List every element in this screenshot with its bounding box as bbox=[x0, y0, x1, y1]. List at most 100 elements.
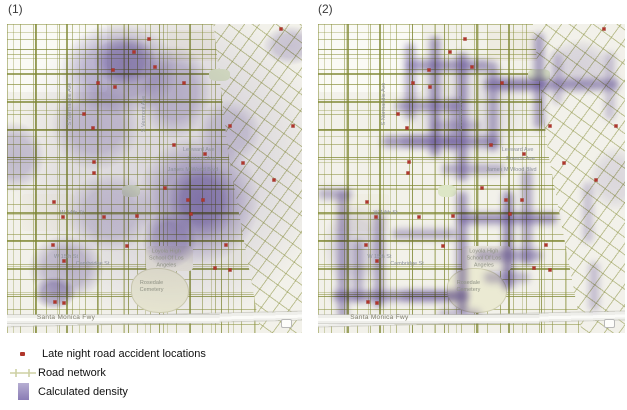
legend: Late night road accident locations Road … bbox=[10, 344, 206, 401]
street-label: James M Wood Blvd bbox=[167, 166, 219, 173]
major-road bbox=[411, 24, 414, 333]
density-segment bbox=[400, 290, 460, 302]
accident-point bbox=[125, 244, 129, 248]
density-segment bbox=[394, 100, 463, 112]
freeway-shield-icon bbox=[281, 319, 293, 329]
legend-label: Calculated density bbox=[38, 385, 128, 398]
density-segment bbox=[407, 60, 490, 71]
map-network-density: W 14th St W 15th St Cambridge St Leeward Av… bbox=[318, 24, 625, 333]
density-layer bbox=[7, 24, 302, 333]
accident-point bbox=[602, 27, 605, 31]
accident-point bbox=[213, 266, 217, 270]
accident-point bbox=[62, 259, 66, 263]
accident-point bbox=[241, 161, 245, 165]
street-label: W 15th St bbox=[367, 253, 392, 260]
major-road bbox=[318, 212, 625, 214]
panel-2-label: (2) bbox=[318, 2, 333, 16]
density-segment bbox=[457, 51, 468, 182]
accident-point bbox=[364, 243, 368, 247]
accident-point bbox=[441, 244, 445, 248]
major-road bbox=[540, 24, 543, 333]
park-area bbox=[122, 184, 140, 198]
accident-point bbox=[463, 37, 467, 41]
accident-point bbox=[52, 200, 56, 204]
density-segment bbox=[483, 79, 619, 90]
major-road bbox=[7, 73, 302, 75]
accident-point bbox=[470, 65, 473, 69]
accident-point bbox=[111, 68, 115, 72]
major-road bbox=[347, 24, 349, 333]
density-blob bbox=[48, 156, 173, 269]
accident-point bbox=[427, 68, 431, 72]
accident-point bbox=[520, 198, 524, 201]
map-kernel-density: W 14th St W 15th St Cambridge St Leeward Av… bbox=[7, 24, 302, 333]
accident-point bbox=[451, 214, 455, 218]
density-segment bbox=[521, 169, 532, 265]
density-segment bbox=[496, 79, 546, 90]
road-network-icon bbox=[10, 368, 36, 377]
accident-point bbox=[291, 124, 295, 128]
density-layer bbox=[318, 24, 625, 333]
street-label: W 14th St bbox=[59, 210, 84, 217]
density-blob bbox=[7, 107, 58, 207]
accident-point bbox=[224, 243, 228, 247]
accident-point bbox=[272, 178, 276, 182]
major-road bbox=[318, 73, 625, 75]
accident-point bbox=[228, 124, 232, 128]
accident-point bbox=[411, 81, 415, 85]
density-segment bbox=[583, 181, 594, 244]
accident-point bbox=[172, 143, 176, 146]
accident-point bbox=[522, 152, 526, 156]
accident-point bbox=[82, 112, 86, 116]
legend-label: Late night road accident locations bbox=[42, 347, 206, 360]
accident-point bbox=[489, 143, 493, 146]
accident-point bbox=[186, 198, 190, 201]
major-road bbox=[318, 184, 625, 187]
accident-point bbox=[375, 259, 379, 263]
accident-point bbox=[374, 215, 378, 219]
accident-point bbox=[61, 215, 65, 219]
major-road bbox=[7, 101, 302, 103]
accident-point bbox=[53, 300, 57, 304]
accident-point bbox=[405, 126, 409, 129]
accident-point bbox=[548, 268, 552, 272]
density-swatch-icon bbox=[18, 383, 29, 400]
density-segment bbox=[337, 190, 348, 321]
density-segment bbox=[374, 212, 385, 309]
accident-point bbox=[448, 50, 452, 54]
accident-point bbox=[189, 212, 193, 216]
accident-point bbox=[51, 243, 55, 247]
density-segment bbox=[352, 240, 363, 303]
legend-label: Road network bbox=[38, 366, 106, 379]
street-label: W 14th St bbox=[373, 210, 398, 217]
accident-point bbox=[228, 268, 232, 272]
street-label: Cambridge St bbox=[75, 261, 110, 268]
accident-point bbox=[102, 215, 106, 219]
map-labels-layer: W 14th St W 15th St Cambridge St Leeward Av… bbox=[7, 24, 302, 333]
street-label: Leeward Ave bbox=[182, 147, 215, 154]
accident-point bbox=[614, 124, 618, 128]
park-area bbox=[209, 68, 230, 82]
major-road bbox=[7, 129, 302, 131]
accident-point bbox=[279, 27, 283, 31]
accident-point bbox=[62, 301, 66, 305]
accident-point bbox=[153, 65, 156, 69]
accident-point bbox=[113, 85, 117, 89]
accident-point bbox=[548, 124, 552, 128]
density-segment bbox=[534, 33, 544, 130]
accident-point bbox=[594, 178, 598, 182]
accident-point bbox=[182, 81, 186, 85]
major-road bbox=[66, 24, 68, 333]
accident-point bbox=[428, 85, 432, 89]
accident-point bbox=[407, 160, 411, 164]
street-label: Leeward Ave bbox=[501, 147, 534, 154]
density-segment bbox=[405, 42, 415, 120]
accident-point bbox=[92, 160, 96, 164]
accident-point bbox=[132, 50, 136, 54]
freeway-shield-icon bbox=[603, 319, 615, 329]
density-segment bbox=[400, 136, 457, 147]
density-blob bbox=[36, 24, 202, 136]
legend-item-density: Calculated density bbox=[10, 382, 206, 401]
panel-1-label: (1) bbox=[8, 2, 23, 16]
major-roads-layer bbox=[318, 24, 625, 333]
